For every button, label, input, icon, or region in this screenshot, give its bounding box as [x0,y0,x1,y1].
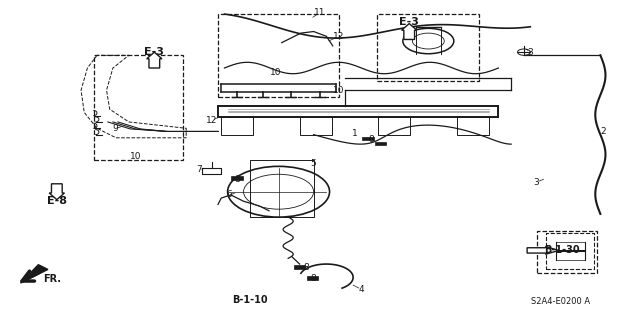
Text: 12: 12 [333,32,345,41]
Text: 3: 3 [527,48,533,57]
Text: FR.: FR. [44,274,61,284]
Text: E-3: E-3 [399,17,419,27]
Text: 4: 4 [358,285,364,294]
Text: B-1-30: B-1-30 [545,245,580,255]
Text: 1: 1 [352,129,358,138]
Text: 6: 6 [227,190,232,199]
Bar [294,265,305,269]
Bar [537,231,597,273]
Text: 12: 12 [206,116,218,125]
Bar [378,117,410,135]
Polygon shape [401,24,417,39]
Text: E-3: E-3 [145,47,164,57]
Text: S2A4-E0200 A: S2A4-E0200 A [531,297,591,306]
Text: 7: 7 [196,165,202,174]
Text: 8: 8 [234,174,240,184]
Bar [362,137,374,140]
Bar [378,14,479,81]
Text: 8: 8 [368,135,374,144]
Text: 5: 5 [311,159,317,168]
Bar [457,117,489,135]
Bar [232,176,243,180]
Text: 9: 9 [112,124,118,133]
Text: E-8: E-8 [47,196,67,206]
Bar [218,14,339,97]
Text: 8: 8 [303,263,309,272]
Text: 2: 2 [601,127,606,136]
Text: 10: 10 [333,86,345,95]
Bar [221,117,253,135]
Text: 10: 10 [129,152,141,161]
Text: B-1-10: B-1-10 [232,295,268,305]
Text: 8: 8 [311,275,317,284]
Polygon shape [20,265,48,283]
Text: 3: 3 [534,178,540,187]
Text: 11: 11 [314,8,326,17]
Bar [300,117,332,135]
Bar [307,276,318,280]
Polygon shape [527,247,559,254]
Polygon shape [147,52,162,68]
Bar [94,55,183,160]
Bar [375,142,387,145]
Text: 10: 10 [269,68,281,77]
Polygon shape [49,184,65,200]
